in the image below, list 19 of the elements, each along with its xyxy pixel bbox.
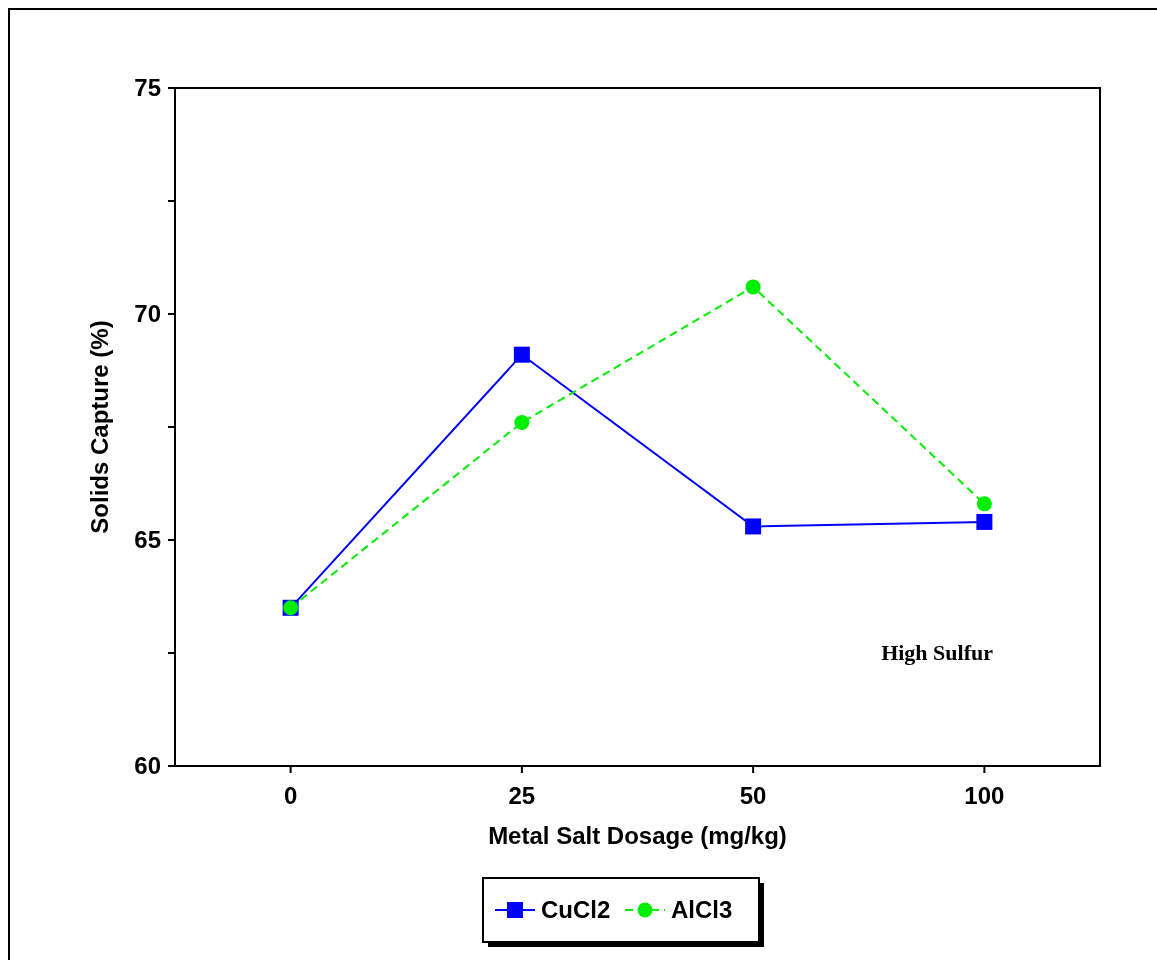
annotation: High Sulfur [881, 640, 994, 665]
y-axis-title: Solids Capture (%) [86, 320, 113, 534]
x-axis-title: Metal Salt Dosage (mg/kg) [488, 822, 787, 849]
point [513, 346, 530, 363]
x-tick-label: 100 [964, 782, 1005, 809]
legend-label: CuCl2 [541, 896, 611, 924]
point [976, 513, 993, 530]
point [745, 518, 762, 535]
x-tick-label: 0 [283, 782, 298, 809]
point [976, 496, 992, 512]
y-tick-label: 75 [134, 74, 161, 102]
x-tick-label: 25 [508, 782, 536, 809]
y-tick-label: 60 [134, 752, 161, 780]
y-tick-label: 65 [134, 526, 161, 554]
x-tick-label: 50 [739, 782, 767, 809]
point [514, 414, 530, 430]
legend-label: AlCl3 [671, 896, 733, 924]
y-tick-label: 70 [134, 300, 161, 328]
point [745, 279, 761, 295]
